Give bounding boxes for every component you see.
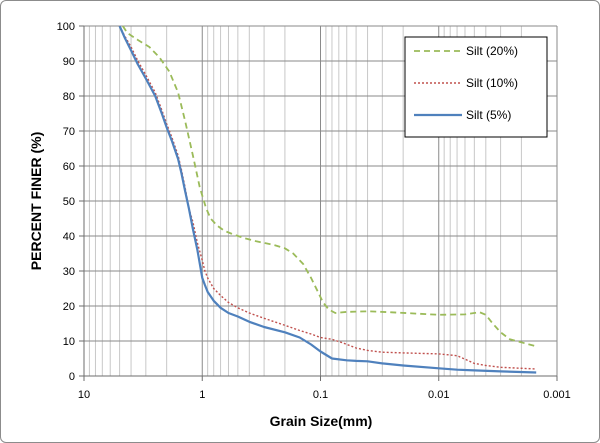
x-tick-label: 0.001 bbox=[543, 389, 571, 401]
x-tick-label: 10 bbox=[78, 389, 90, 401]
y-tick-label: 100 bbox=[57, 21, 75, 33]
series-line-1 bbox=[122, 25, 537, 348]
x-tick-label: 0.01 bbox=[428, 389, 449, 401]
legend-label-1: Silt (20%) bbox=[466, 44, 518, 58]
y-tick-label: 0 bbox=[69, 371, 75, 383]
legend-box bbox=[404, 36, 548, 138]
y-tick-label: 50 bbox=[63, 196, 75, 208]
legend-label-3: Silt (5%) bbox=[466, 108, 511, 122]
x-tick-label: 1 bbox=[199, 389, 205, 401]
x-axis-title: Grain Size(mm) bbox=[270, 413, 373, 429]
y-tick-label: 70 bbox=[63, 126, 75, 138]
series-layer bbox=[118, 25, 537, 374]
legend: Silt (20%) Silt (10%) Silt (5%) bbox=[404, 36, 548, 138]
y-tick-label: 80 bbox=[63, 91, 75, 103]
series-line-3 bbox=[118, 25, 537, 374]
x-tick-label: 0.1 bbox=[313, 389, 328, 401]
y-tick-label: 40 bbox=[63, 231, 75, 243]
y-tick-label: 20 bbox=[63, 301, 75, 313]
y-axis-title: PERCENT FINER (%) bbox=[28, 132, 44, 270]
y-tick-label: 60 bbox=[63, 161, 75, 173]
axes-layer bbox=[79, 25, 558, 381]
y-tick-label: 90 bbox=[63, 56, 75, 68]
legend-label-2: Silt (10%) bbox=[466, 76, 518, 90]
y-tick-label: 10 bbox=[63, 336, 75, 348]
y-tick-label: 30 bbox=[63, 266, 75, 278]
series-line-2 bbox=[118, 25, 537, 370]
